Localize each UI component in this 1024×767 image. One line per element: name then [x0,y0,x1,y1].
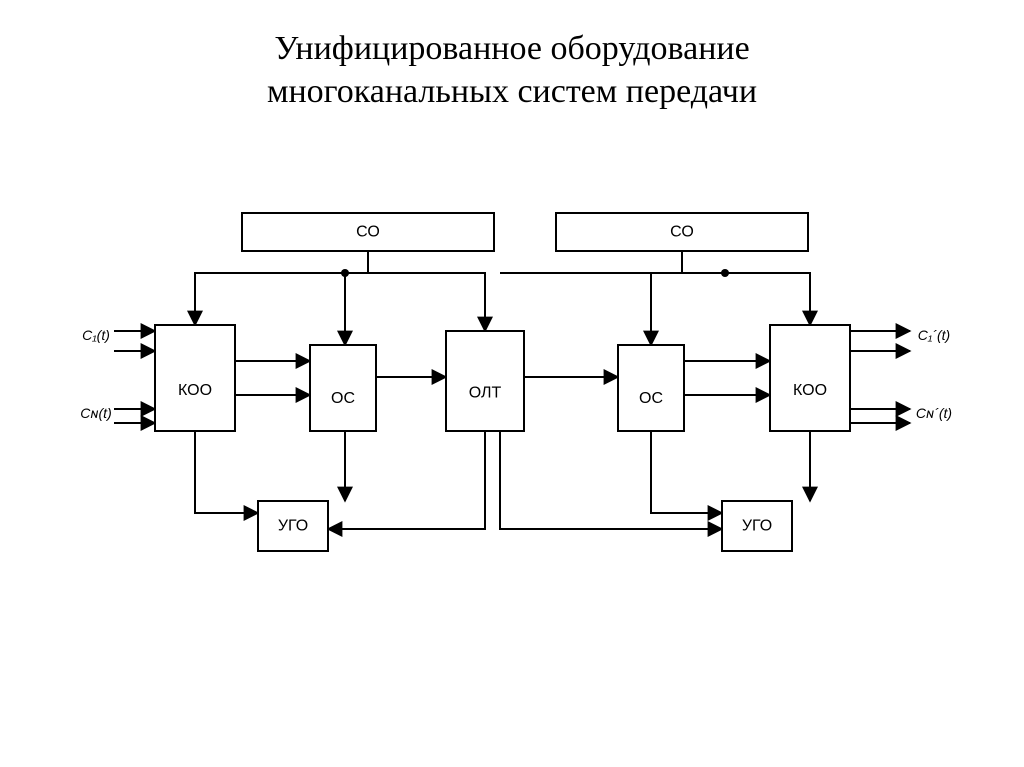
edge [195,273,345,325]
edge [651,273,725,345]
edge [651,431,722,513]
block-label-ugo1: УГО [278,518,308,535]
block-label-ugo2: УГО [742,518,772,535]
edge [345,273,485,331]
signal-cnp: Cɴ´(t) [916,405,952,421]
edge [195,431,258,513]
junction-dot [341,269,349,277]
block-label-koo2: КОО [793,382,827,399]
signal-c1: C₁(t) [82,327,110,343]
block-label-co2: СО [670,224,694,241]
block-os1 [310,345,376,431]
block-koo2 [770,325,850,431]
block-label-co1: СО [356,224,380,241]
block-label-koo1: КОО [178,382,212,399]
edge [682,251,725,273]
edge [500,431,722,529]
edge [725,273,810,325]
block-label-os1: ОС [331,390,355,407]
block-os2 [618,345,684,431]
signal-cn: Cɴ(t) [80,405,111,421]
block-koo1 [155,325,235,431]
block-olt [446,331,524,431]
block-diagram: СО СО КОО ОС ОЛТ ОС КОО УГО УГО C₁(t) Cɴ(t) C₁´(t)… [0,113,1024,733]
title-line1: Унифицированное оборудование [274,30,749,67]
block-label-os2: ОС [639,390,663,407]
junction-dot [721,269,729,277]
block-label-olt: ОЛТ [469,385,502,402]
edge [328,431,485,529]
title-line2: многоканальных систем передачи [267,73,757,110]
page-title: Унифицированное оборудование многоканаль… [0,0,1024,113]
edge [345,251,368,273]
signal-c1p: C₁´(t) [918,327,950,343]
